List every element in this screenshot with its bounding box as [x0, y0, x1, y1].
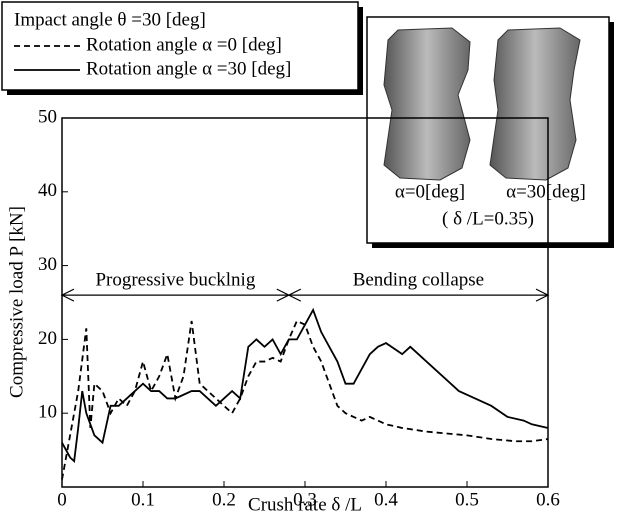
series-line	[62, 310, 548, 461]
x-tick-label: 0.4	[374, 489, 398, 510]
legend-title: Impact angle θ =30 [deg]	[14, 9, 206, 30]
x-tick-label: 0	[57, 489, 67, 510]
x-tick-label: 0.2	[212, 489, 236, 510]
chart: α=0[deg] α=30[deg] ( δ /L=0.35) Impact a…	[0, 0, 620, 525]
y-axis-label: Compressive load P [kN]	[6, 206, 27, 398]
y-tick-label: 40	[38, 180, 57, 201]
y-tick-label: 50	[38, 106, 57, 127]
x-tick-label: 0.6	[536, 489, 560, 510]
model-image	[384, 28, 470, 180]
y-tick-label: 20	[38, 328, 57, 349]
inset-label: α=0[deg]	[395, 181, 465, 202]
legend-label: Rotation angle α =30 [deg]	[86, 58, 291, 79]
x-tick-label: 0.5	[455, 489, 479, 510]
inset-label: α=30[deg]	[506, 181, 586, 202]
annotation-label: Bending collapse	[353, 269, 484, 290]
inset-caption: ( δ /L=0.35)	[442, 208, 534, 229]
model-image	[490, 28, 580, 180]
y-tick-label: 30	[38, 254, 57, 275]
series-line	[62, 321, 548, 480]
y-tick-label: 10	[38, 402, 57, 423]
x-tick-label: 0.1	[131, 489, 155, 510]
legend-label: Rotation angle α =0 [deg]	[86, 34, 282, 55]
x-tick-label: 0.3	[293, 489, 317, 510]
annotation-label: Progressive bucklnig	[95, 269, 255, 290]
